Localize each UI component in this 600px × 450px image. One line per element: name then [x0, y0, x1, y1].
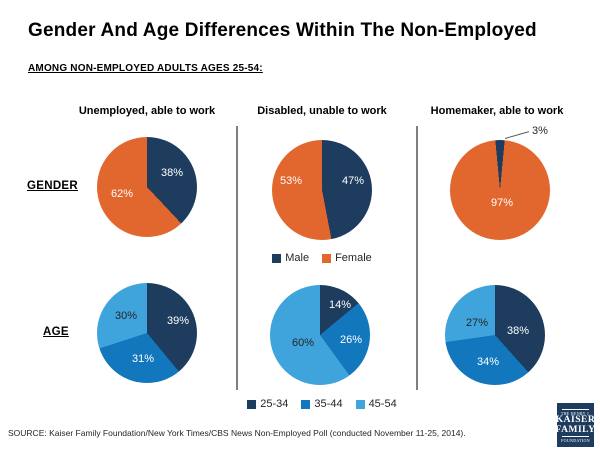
- pie-age-unemployed: 39% 31% 30%: [97, 283, 197, 383]
- logo-line-foundation: FOUNDATION: [561, 438, 590, 443]
- page-title: Gender And Age Differences Within The No…: [28, 20, 537, 41]
- slice-label-45-54: 27%: [465, 317, 489, 329]
- source-note: SOURCE: Kaiser Family Foundation/New Yor…: [8, 428, 466, 438]
- row-label-gender: GENDER: [27, 180, 79, 192]
- legend-item-45-54: 45-54: [355, 398, 397, 410]
- slice-label-female: 53%: [279, 175, 303, 187]
- slice-label-35-44: 34%: [476, 356, 500, 368]
- pie-age-disabled: 14% 26% 60%: [270, 285, 370, 385]
- slice-label-male: 47%: [341, 175, 365, 187]
- age-35-44-swatch-icon: [301, 399, 311, 409]
- legend-item-25-34: 25-34: [247, 398, 288, 410]
- slice-label-male-callout: 3%: [532, 125, 548, 137]
- slice-label-45-54: 60%: [291, 337, 315, 349]
- column-header-unemployed: Unemployed, able to work: [78, 105, 216, 117]
- logo-rule: [562, 409, 589, 410]
- legend-label-female: Female: [335, 252, 372, 264]
- slice-label-35-44: 26%: [339, 334, 363, 346]
- slice-label-35-44: 31%: [131, 353, 155, 365]
- slice-label-female: 62%: [110, 188, 134, 200]
- legend-item-35-44: 35-44: [301, 398, 343, 410]
- slice-label-female: 97%: [490, 197, 514, 209]
- column-header-homemaker: Homemaker, able to work: [430, 105, 564, 117]
- column-divider-right: [416, 126, 418, 390]
- pie-gender-unemployed: 38% 62%: [97, 137, 197, 237]
- legend-label-25-34: 25-34: [260, 398, 289, 410]
- age-45-54-swatch-icon: [355, 399, 365, 409]
- legend-label-35-44: 35-44: [314, 398, 343, 410]
- column-divider-left: [236, 126, 238, 390]
- logo-line-kaiser: KAISER: [555, 415, 596, 425]
- slice-label-25-34: 38%: [506, 325, 530, 337]
- male-swatch-icon: [272, 253, 282, 263]
- slice-label-25-34: 14%: [328, 299, 352, 311]
- female-swatch-icon: [322, 253, 332, 263]
- slice-label-25-34: 39%: [166, 315, 190, 327]
- age-25-34-swatch-icon: [247, 399, 257, 409]
- legend-item-male: Male: [272, 252, 309, 264]
- age-legend: 25-34 35-44 45-54: [232, 398, 412, 410]
- pie-gender-disabled: 47% 53%: [272, 140, 372, 240]
- logo-line-family: FAMILY: [555, 424, 596, 435]
- gender-legend: Male Female: [232, 252, 412, 264]
- legend-item-female: Female: [322, 252, 372, 264]
- column-header-disabled: Disabled, unable to work: [257, 105, 387, 117]
- legend-label-45-54: 45-54: [368, 398, 397, 410]
- pie-gender-homemaker: 97%: [450, 140, 550, 240]
- pie-age-homemaker: 38% 34% 27%: [445, 285, 545, 385]
- slice-label-male: 38%: [160, 167, 184, 179]
- row-label-age: AGE: [43, 326, 69, 338]
- callout-leader-line: [504, 131, 530, 139]
- page-subtitle: AMONG NON-EMPLOYED ADULTS AGES 25-54:: [28, 63, 263, 74]
- kaiser-family-foundation-logo: THE HENRY J. KAISER FAMILY FOUNDATION: [555, 403, 596, 447]
- slice-label-45-54: 30%: [114, 310, 138, 322]
- logo-rule: [562, 436, 589, 437]
- legend-label-male: Male: [285, 252, 310, 264]
- logo-line-henry: THE HENRY J.: [560, 411, 591, 416]
